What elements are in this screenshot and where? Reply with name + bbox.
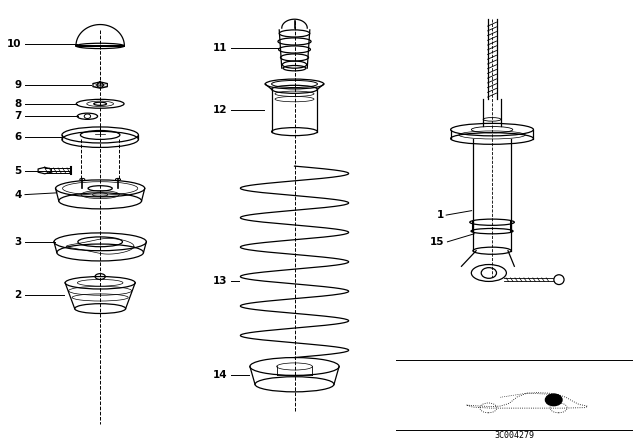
Text: 3C004279: 3C004279	[494, 431, 534, 440]
Text: 11: 11	[213, 43, 228, 53]
Text: 9: 9	[15, 80, 22, 90]
Circle shape	[545, 394, 562, 405]
Text: 7: 7	[15, 111, 22, 121]
Text: 14: 14	[213, 370, 228, 380]
Text: 10: 10	[7, 39, 22, 49]
Text: 8: 8	[15, 99, 22, 109]
Text: 1: 1	[437, 210, 444, 220]
Text: 13: 13	[213, 276, 228, 286]
Text: 3: 3	[15, 237, 22, 247]
Text: 12: 12	[213, 105, 228, 116]
Text: 5: 5	[15, 166, 22, 176]
Text: 4: 4	[15, 190, 22, 200]
Text: 15: 15	[429, 237, 444, 247]
Text: 2: 2	[15, 290, 22, 300]
Text: 6: 6	[15, 132, 22, 142]
